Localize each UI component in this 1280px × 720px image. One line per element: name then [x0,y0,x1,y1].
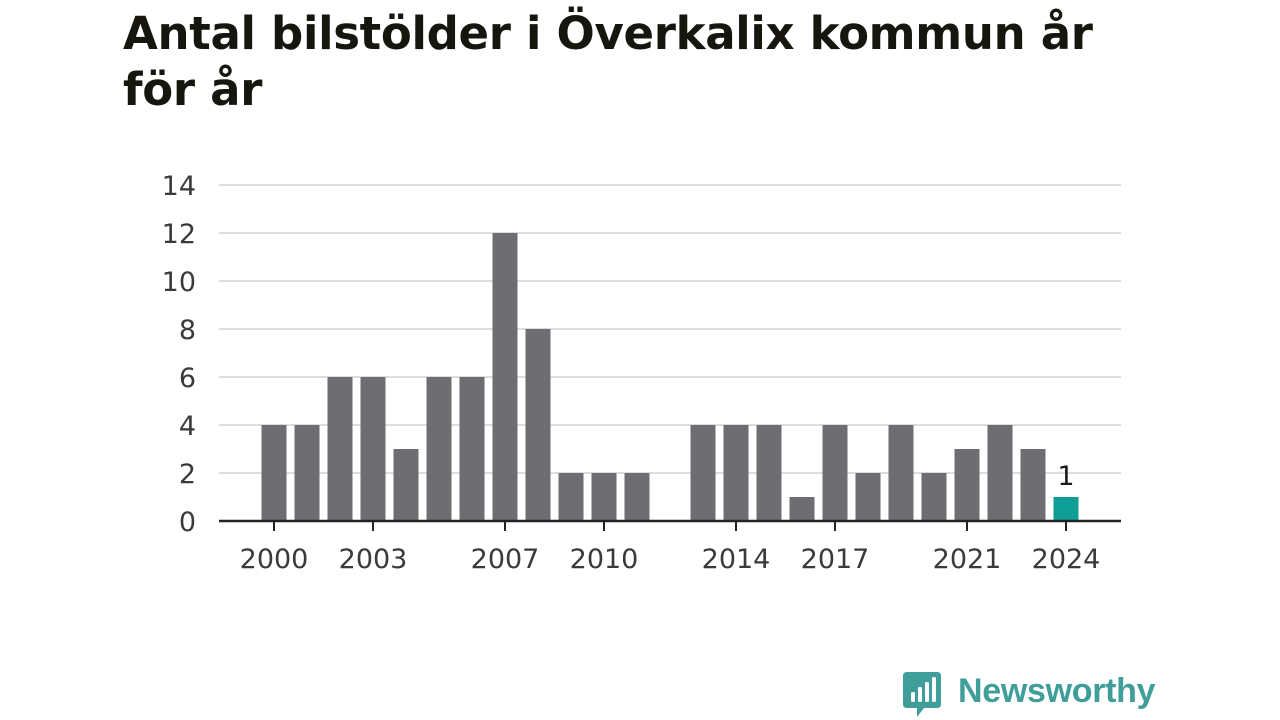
x-tick-label: 2000 [240,544,309,575]
y-tick-label: 12 [162,219,196,250]
y-tick-label: 0 [179,507,196,538]
bar [855,473,881,521]
bar [954,449,980,521]
y-tick-label: 2 [179,459,196,490]
x-tick-label: 2017 [801,544,870,575]
bar [987,425,1013,521]
bar [294,425,320,521]
x-tick-label: 2010 [570,544,639,575]
chart-title: Antal bilstölder i Överkalix kommun år f… [123,7,1093,116]
bar [558,473,584,521]
bar [261,425,287,521]
y-tick-label: 14 [162,171,196,202]
x-tick-label: 2021 [933,544,1002,575]
bar [789,497,815,521]
x-tick-label: 2024 [1032,544,1101,575]
y-tick-label: 4 [179,411,196,442]
bar [459,377,485,521]
data-label: 1 [1057,461,1074,492]
newsworthy-bar-chart-icon [903,672,941,717]
bar [690,425,716,521]
x-tick-label: 2007 [471,544,540,575]
bar [393,449,419,521]
bar [327,377,353,521]
bar [822,425,848,521]
bar [921,473,947,521]
newsworthy-brand-name: Newsworthy [958,672,1156,710]
bar [723,425,749,521]
y-tick-label: 6 [179,363,196,394]
bar [591,473,617,521]
bar [525,329,551,521]
x-tick-label: 2003 [339,544,408,575]
bar [426,377,452,521]
y-tick-label: 8 [179,315,196,346]
x-tick-label: 2014 [702,544,771,575]
bar [1020,449,1046,521]
bar [888,425,914,521]
bar [492,233,518,521]
bar [756,425,782,521]
y-tick-label: 10 [162,267,196,298]
newsworthy-logo: Newsworthy [902,670,1156,720]
bar [624,473,650,521]
highlighted-bar [1053,497,1079,521]
bar [360,377,386,521]
